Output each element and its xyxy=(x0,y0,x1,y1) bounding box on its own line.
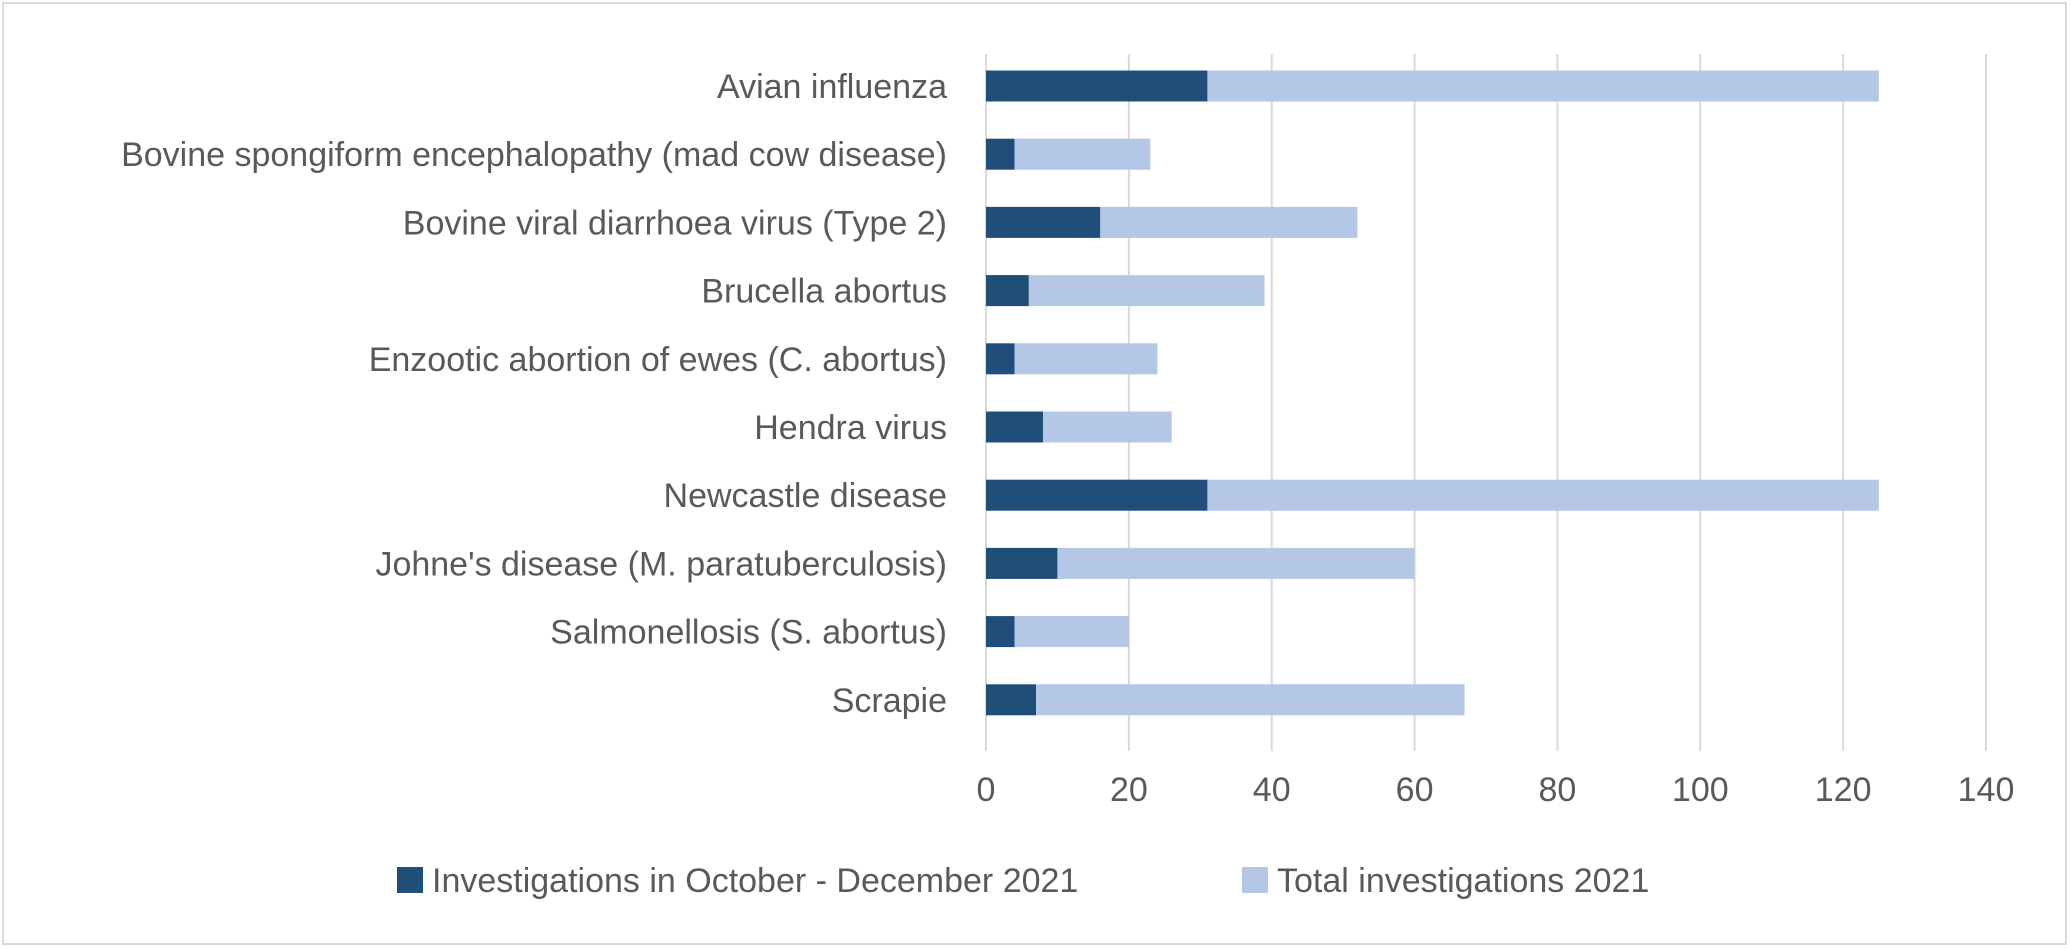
category-label: Scrapie xyxy=(832,682,947,720)
gridlines xyxy=(985,54,1987,751)
bar-oct-dec xyxy=(986,206,1101,238)
category-label: Bovine spongiform encephalopathy (mad co… xyxy=(121,136,947,174)
legend-swatch xyxy=(1242,867,1268,893)
category-label: Avian influenza xyxy=(717,68,947,106)
bar-total-2021 xyxy=(1100,206,1358,238)
x-tick-label: 0 xyxy=(977,771,996,809)
x-tick-label: 120 xyxy=(1815,771,1872,809)
x-tick-labels: 0 20 40 60 80 100 120 140 xyxy=(977,771,2015,809)
x-tick-label: 100 xyxy=(1672,771,1729,809)
bars xyxy=(986,70,1879,716)
bar-oct-dec xyxy=(986,547,1058,579)
bar-total-2021 xyxy=(1036,684,1465,716)
x-tick-label: 140 xyxy=(1958,771,2015,809)
bar-oct-dec xyxy=(986,138,1015,170)
legend-label: Total investigations 2021 xyxy=(1277,862,1649,900)
bar-oct-dec xyxy=(986,343,1015,375)
category-label: Newcastle disease xyxy=(664,477,947,515)
bar-total-2021 xyxy=(1028,275,1265,307)
category-labels: Avian influenza Bovine spongiform encepha… xyxy=(121,68,947,720)
bar-total-2021 xyxy=(1207,479,1879,511)
bar-total-2021 xyxy=(1014,616,1129,648)
category-label: Salmonellosis (S. abortus) xyxy=(550,614,947,652)
bar-oct-dec xyxy=(986,684,1036,716)
bar-oct-dec xyxy=(986,275,1029,307)
bar-total-2021 xyxy=(1043,411,1172,443)
legend-item-total-2021: Total investigations 2021 xyxy=(1242,862,1649,900)
bar-oct-dec xyxy=(986,616,1015,648)
x-tick-label: 40 xyxy=(1253,771,1291,809)
bar-oct-dec xyxy=(986,411,1044,443)
bar-oct-dec xyxy=(986,479,1208,511)
legend-label: Investigations in October - December 202… xyxy=(432,862,1078,900)
bar-oct-dec xyxy=(986,70,1208,102)
bar-total-2021 xyxy=(1057,547,1415,579)
x-tick-label: 20 xyxy=(1110,771,1148,809)
x-tick-label: 60 xyxy=(1396,771,1434,809)
legend-swatch xyxy=(397,867,423,893)
bar-total-2021 xyxy=(1014,138,1151,170)
chart-svg: Avian influenza Bovine spongiform encepha… xyxy=(121,54,2015,900)
category-label: Bovine viral diarrhoea virus (Type 2) xyxy=(403,204,947,242)
category-label: Hendra virus xyxy=(754,409,947,447)
x-tick-label: 80 xyxy=(1539,771,1577,809)
bar-total-2021 xyxy=(1207,70,1879,102)
category-label: Enzootic abortion of ewes (C. abortus) xyxy=(369,341,947,379)
category-label: Johne's disease (M. paratuberculosis) xyxy=(375,545,947,583)
legend-item-oct-dec: Investigations in October - December 202… xyxy=(397,862,1078,900)
bar-total-2021 xyxy=(1014,343,1158,375)
legend: Investigations in October - December 202… xyxy=(397,862,1649,900)
category-label: Brucella abortus xyxy=(701,273,947,311)
